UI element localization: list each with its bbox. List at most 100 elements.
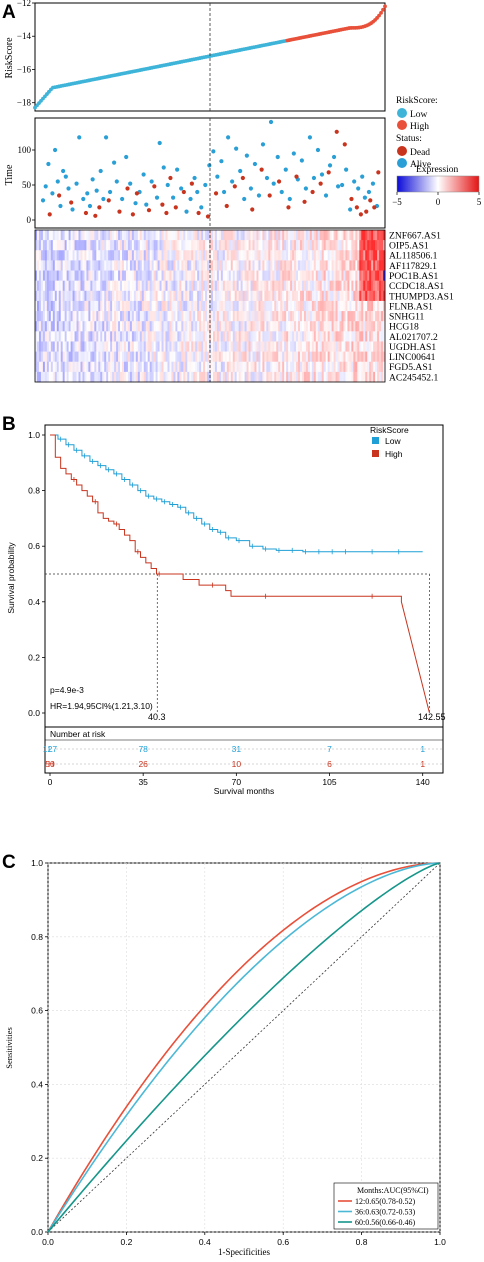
heatmap-cell [199,331,202,342]
risk-table-value: 10 [232,759,242,769]
heatmap-cell [258,371,261,383]
heatmap-cell [131,341,135,352]
heatmap-cell [305,240,309,251]
heatmap-cell [104,361,107,373]
heatmap-cell [373,250,376,261]
heatmap-cell [92,270,95,281]
heatmap-cell [110,311,113,322]
heatmap-cell [214,361,218,373]
heatmap-cell [108,280,111,292]
heatmap-cell [88,321,91,332]
heatmap-cell [280,270,283,281]
time-point-dead [326,170,331,175]
heatmap-cell [135,280,139,292]
heatmap-cell [191,351,194,363]
heatmap-cell [240,331,243,342]
heatmap-cell [341,290,344,302]
heatmap-cell [266,280,269,292]
time-point-alive [63,174,68,179]
heatmap-cell [157,240,160,251]
heatmap-cell [137,270,141,281]
heatmap-cell [365,230,368,241]
heatmap-cell [210,351,214,363]
heatmap-cell [284,290,287,302]
heatmap-cell [48,240,52,251]
heatmap-cell [135,341,139,352]
heatmap-cell [96,371,99,383]
time-point-alive [271,181,276,186]
heatmap-cell [203,260,206,271]
heatmap-cell [70,300,73,312]
heatmap-cell [294,311,297,322]
heatmap-cell [167,341,170,352]
heatmap-cell [163,300,166,312]
heatmap-cell [122,361,125,373]
heatmap-cell [98,260,101,271]
heatmap-cell [339,280,342,292]
heatmap-cell [347,280,350,292]
heatmap-cell [58,311,62,322]
heatmap-cell [54,260,58,271]
heatmap-cell [383,240,386,251]
heatmap-cell [84,240,87,251]
time-tick-label: 100 [18,145,32,155]
heatmap-cell [112,250,115,261]
heatmap-cell [361,260,364,271]
heatmap-cell [205,300,208,312]
heatmap-cell [214,300,218,312]
heatmap-cell [102,230,105,241]
heatmap-cell [171,300,174,312]
heatmap-cell [187,371,190,383]
km-y-tick-label: 0.6 [28,541,40,551]
heatmap-cell [230,300,234,312]
heatmap-cell [333,361,336,373]
heatmap-cell [149,260,152,271]
heatmap-cell [284,321,287,332]
heatmap-cell [335,250,338,261]
heatmap-cell [177,290,180,302]
heatmap-cell [165,260,168,271]
heatmap-cell [120,341,123,352]
heatmap-cell [313,290,317,302]
heatmap-cell [345,280,348,292]
heatmap-cell [147,341,150,352]
heatmap-cell [256,250,259,261]
heatmap-cell [361,230,364,241]
heatmap-cell [78,300,81,312]
heatmap-cell [363,351,366,363]
heatmap-cell [278,341,281,352]
heatmap-cell [345,311,348,322]
heatmap-cell [250,290,253,302]
heatmap-cell [38,290,42,302]
heatmap-cell [216,341,220,352]
heatmap-cell [268,290,271,302]
heatmap-cell [307,230,311,241]
legend-alive-label: Alive [410,160,431,170]
heatmap-cell [207,371,210,383]
heatmap-cell [58,300,62,312]
heatmap-cell [199,230,202,241]
heatmap-cell [373,351,376,363]
heatmap-cell [222,300,226,312]
heatmap-cell [321,260,324,271]
heatmap-cell [242,250,245,261]
heatmap-cell [305,311,309,322]
heatmap-cell [367,290,370,302]
heatmap-cell [296,371,299,383]
heatmap-cell [284,300,287,312]
heatmap-cell [68,290,71,302]
heatmap-cell [137,250,141,261]
heatmap-cell [38,331,42,342]
heatmap-cell [135,331,139,342]
heatmap-cell [327,311,330,322]
heatmap-cell [163,311,166,322]
heatmap-cell [323,240,326,251]
heatmap-cell [264,321,267,332]
time-point-alive [219,159,224,164]
heatmap-cell [274,371,277,383]
heatmap-cell [303,351,307,363]
heatmap-cell [276,240,279,251]
heatmap-cell [220,361,224,373]
heatmap-cell [116,341,119,352]
heatmap-cell [36,341,40,352]
